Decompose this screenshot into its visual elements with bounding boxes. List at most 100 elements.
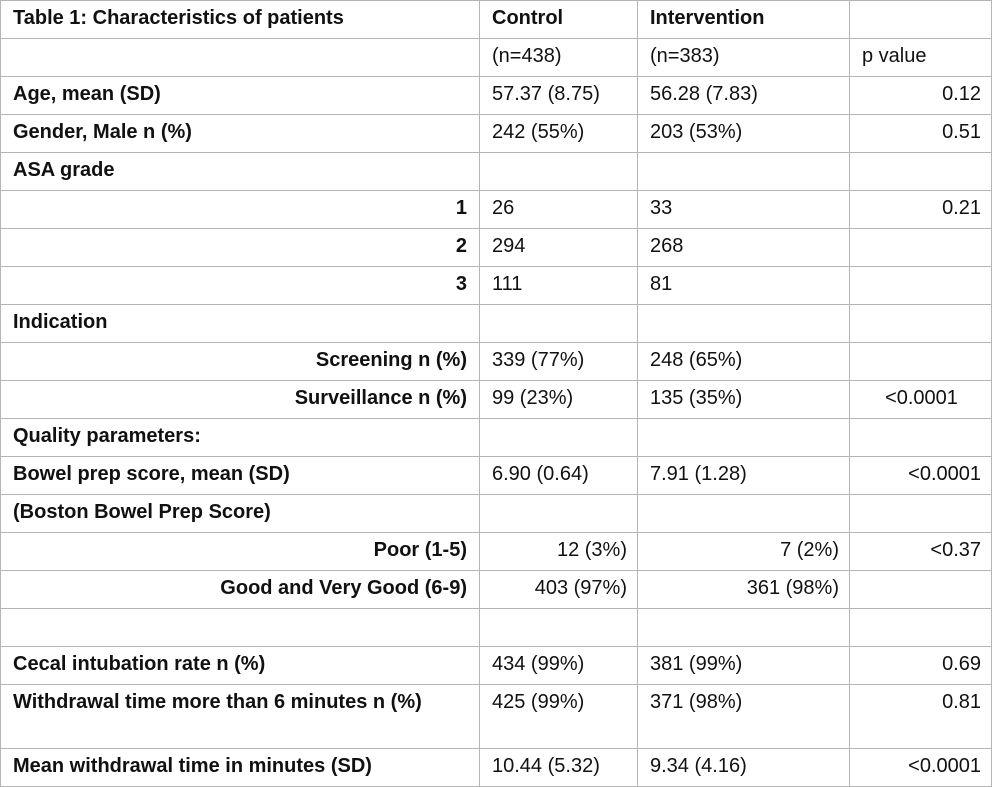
control-cell: 294 xyxy=(479,228,638,267)
p-value-cell: <0.0001 xyxy=(849,748,992,787)
p-value-cell xyxy=(849,266,992,305)
control-cell: 10.44 (5.32) xyxy=(479,748,638,787)
intervention-cell: 9.34 (4.16) xyxy=(637,748,850,787)
row-label: (Boston Bowel Prep Score) xyxy=(0,494,480,533)
p-value-cell xyxy=(849,342,992,381)
p-value-cell xyxy=(849,570,992,609)
p-value-cell xyxy=(849,608,992,647)
table-row: 2 294 268 xyxy=(0,228,992,267)
row-label: Gender, Male n (%) xyxy=(0,114,480,153)
row-label: 1 xyxy=(0,190,480,229)
p-value-cell xyxy=(849,152,992,191)
intervention-cell xyxy=(637,418,850,457)
intervention-cell: 248 (65%) xyxy=(637,342,850,381)
table-header-row: Table 1: Characteristics of patients Cont… xyxy=(0,0,992,39)
control-cell: 99 (23%) xyxy=(479,380,638,419)
intervention-cell: 361 (98%) xyxy=(637,570,850,609)
table-row: Screening n (%) 339 (77%) 248 (65%) xyxy=(0,342,992,381)
row-label: Surveillance n (%) xyxy=(0,380,480,419)
table-row: Withdrawal time more than 6 minutes n (%… xyxy=(0,684,992,749)
intervention-cell: Intervention xyxy=(637,0,850,39)
control-cell: (n=438) xyxy=(479,38,638,77)
p-value-cell xyxy=(849,228,992,267)
row-label: Quality parameters: xyxy=(0,418,480,457)
table-row: ASA grade xyxy=(0,152,992,191)
row-label: Age, mean (SD) xyxy=(0,76,480,115)
control-cell: 434 (99%) xyxy=(479,646,638,685)
row-label: Good and Very Good (6-9) xyxy=(0,570,480,609)
control-cell: 111 xyxy=(479,266,638,305)
p-value-cell: 0.12 xyxy=(849,76,992,115)
p-value-cell: 0.21 xyxy=(849,190,992,229)
p-value-cell: p value xyxy=(849,38,992,77)
intervention-cell: 33 xyxy=(637,190,850,229)
table-row: Poor (1-5) 12 (3%) 7 (2%) <0.37 xyxy=(0,532,992,571)
p-value-cell: 0.51 xyxy=(849,114,992,153)
row-label: Bowel prep score, mean (SD) xyxy=(0,456,480,495)
control-cell: 26 xyxy=(479,190,638,229)
row-label: 2 xyxy=(0,228,480,267)
row-label: Mean withdrawal time in minutes (SD) xyxy=(0,748,480,787)
p-value-cell xyxy=(849,494,992,533)
p-value-cell: 0.81 xyxy=(849,684,992,749)
table-row: Mean withdrawal time in minutes (SD) 10.4… xyxy=(0,748,992,787)
control-cell: 57.37 (8.75) xyxy=(479,76,638,115)
table-row: (Boston Bowel Prep Score) xyxy=(0,494,992,533)
intervention-cell xyxy=(637,304,850,343)
control-cell: 242 (55%) xyxy=(479,114,638,153)
intervention-cell: 81 xyxy=(637,266,850,305)
table-row: Good and Very Good (6-9) 403 (97%) 361 (98… xyxy=(0,570,992,609)
p-value-cell: <0.37 xyxy=(849,532,992,571)
table-row: Bowel prep score, mean (SD) 6.90 (0.64) 7.… xyxy=(0,456,992,495)
table-row: Surveillance n (%) 99 (23%) 135 (35%) <0.00… xyxy=(0,380,992,419)
table-row: Quality parameters: xyxy=(0,418,992,457)
intervention-cell: (n=383) xyxy=(637,38,850,77)
table-row: (n=438) (n=383) p value xyxy=(0,38,992,77)
table-row: Age, mean (SD) 57.37 (8.75) 56.28 (7.83) 0.… xyxy=(0,76,992,115)
p-value-cell: <0.0001 xyxy=(849,456,992,495)
row-label: Screening n (%) xyxy=(0,342,480,381)
table-row: 1 26 33 0.21 xyxy=(0,190,992,229)
control-cell: Control xyxy=(479,0,638,39)
control-cell: 403 (97%) xyxy=(479,570,638,609)
control-cell: 6.90 (0.64) xyxy=(479,456,638,495)
row-label xyxy=(0,38,480,77)
control-cell xyxy=(479,494,638,533)
p-value-cell xyxy=(849,304,992,343)
table-row: 3 111 81 xyxy=(0,266,992,305)
control-cell xyxy=(479,152,638,191)
intervention-cell: 268 xyxy=(637,228,850,267)
table-row xyxy=(0,608,992,647)
intervention-cell xyxy=(637,608,850,647)
intervention-cell xyxy=(637,494,850,533)
intervention-cell xyxy=(637,152,850,191)
intervention-cell: 203 (53%) xyxy=(637,114,850,153)
control-cell xyxy=(479,608,638,647)
row-label: Poor (1-5) xyxy=(0,532,480,571)
intervention-cell: 381 (99%) xyxy=(637,646,850,685)
row-label: ASA grade xyxy=(0,152,480,191)
intervention-cell: 56.28 (7.83) xyxy=(637,76,850,115)
table-row: Indication xyxy=(0,304,992,343)
table-row: Gender, Male n (%) 242 (55%) 203 (53%) 0.51 xyxy=(0,114,992,153)
row-label xyxy=(0,608,480,647)
row-label: Cecal intubation rate n (%) xyxy=(0,646,480,685)
row-label: Withdrawal time more than 6 minutes n (%… xyxy=(0,684,480,749)
row-label: 3 xyxy=(0,266,480,305)
p-value-cell xyxy=(849,0,992,39)
p-value-cell xyxy=(849,418,992,457)
control-cell xyxy=(479,304,638,343)
intervention-cell: 7.91 (1.28) xyxy=(637,456,850,495)
control-cell: 339 (77%) xyxy=(479,342,638,381)
control-cell xyxy=(479,418,638,457)
row-label: Indication xyxy=(0,304,480,343)
intervention-cell: 7 (2%) xyxy=(637,532,850,571)
control-cell: 12 (3%) xyxy=(479,532,638,571)
table-title: Table 1: Characteristics of patients xyxy=(0,0,480,39)
intervention-cell: 371 (98%) xyxy=(637,684,850,749)
p-value-cell: 0.69 xyxy=(849,646,992,685)
control-cell: 425 (99%) xyxy=(479,684,638,749)
table-row: Cecal intubation rate n (%) 434 (99%) 381 … xyxy=(0,646,992,685)
